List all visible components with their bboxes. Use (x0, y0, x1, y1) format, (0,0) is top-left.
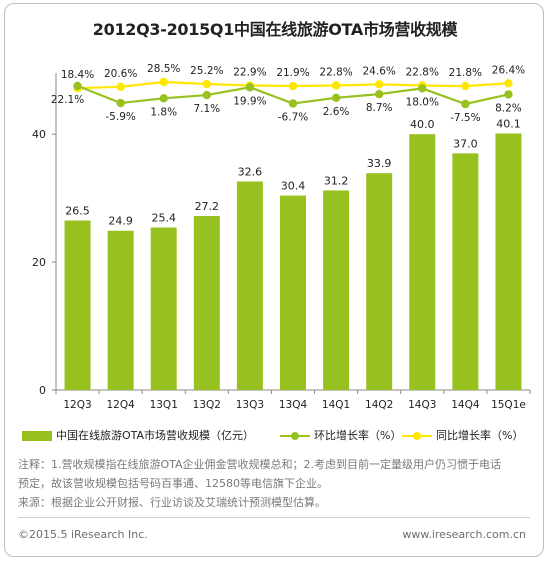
x-tick-label: 12Q4 (106, 399, 135, 411)
qoq-data-label: 18.0% (406, 96, 439, 108)
qoq-data-label: 7.1% (193, 103, 220, 115)
x-tick-label: 13Q3 (236, 399, 264, 411)
revenue-bar (366, 173, 393, 390)
legend-label-yoy: 同比增长率（%） (436, 429, 524, 442)
y-tick-label: 40 (32, 128, 46, 141)
qoq-data-label: 8.7% (366, 102, 393, 114)
yoy-data-label: 25.2% (190, 65, 223, 77)
legend-swatch-revenue (22, 431, 52, 441)
revenue-data-label: 33.9 (367, 157, 392, 170)
chart-legend: 中国在线旅游OTA市场营收规模（亿元） 环比增长率（%） 同比增长率（%） (22, 427, 542, 445)
revenue-data-label: 26.5 (65, 205, 90, 218)
yoy-data-label: 20.6% (104, 68, 137, 80)
qoq-point (245, 83, 255, 92)
revenue-data-label: 40.1 (496, 118, 521, 131)
qoq-point (288, 99, 298, 108)
revenue-bar (150, 227, 177, 390)
yoy-point (116, 82, 125, 92)
website-url: www.iresearch.com.cn (402, 528, 526, 541)
legend-swatch-qoq-marker (291, 432, 299, 440)
yoy-data-label: 22.8% (319, 66, 352, 78)
yoy-point (159, 77, 168, 87)
qoq-data-label: 8.2% (495, 102, 522, 114)
x-tick-label: 14Q3 (408, 399, 436, 411)
qoq-point (418, 84, 427, 93)
qoq-data-label: 19.9% (233, 95, 266, 107)
x-tick-label: 13Q1 (150, 399, 178, 411)
yoy-data-label: 24.6% (363, 65, 396, 77)
x-tick-label: 14Q2 (365, 399, 393, 411)
qoq-point (159, 94, 168, 103)
x-tick-label: 13Q2 (193, 399, 221, 411)
yoy-point (374, 80, 384, 89)
revenue-data-label: 31.2 (324, 174, 349, 187)
revenue-bar (452, 153, 479, 390)
revenue-bar (409, 134, 436, 390)
x-tick-label: 13Q4 (279, 399, 308, 411)
yoy-data-label: 21.9% (276, 67, 309, 79)
revenue-bar (323, 190, 350, 390)
yoy-data-label: 18.4% (61, 69, 94, 81)
qoq-data-label: -6.7% (278, 112, 308, 124)
qoq-data-label: -5.9% (105, 111, 135, 123)
qoq-point (461, 99, 470, 109)
revenue-bar (193, 216, 220, 390)
source-note: 来源：根据企业公开财报、行业访谈及艾瑞统计预测模型估算。 (18, 496, 326, 509)
revenue-bar (107, 230, 134, 390)
x-tick-label: 12Q3 (63, 399, 91, 411)
qoq-data-label: 1.8% (150, 106, 177, 118)
revenue-bar (495, 133, 522, 390)
revenue-data-label: 37.0 (453, 137, 478, 150)
qoq-data-label: -7.5% (450, 112, 480, 124)
revenue-bar (64, 220, 91, 390)
x-tick-label: 14Q4 (451, 399, 480, 411)
note-line-2: 预定，故该营收规模包括号码百事通、12580等电信旗下企业。 (18, 477, 328, 490)
footer-divider (18, 517, 530, 518)
yoy-data-label: 28.5% (147, 63, 180, 75)
x-tick-label: 15Q1e (491, 399, 526, 411)
qoq-point (116, 98, 125, 108)
yoy-point (461, 81, 470, 91)
revenue-data-label: 30.4 (281, 180, 306, 193)
legend-swatch-yoy-marker (413, 432, 421, 440)
revenue-data-label: 25.4 (151, 212, 176, 225)
revenue-bar (280, 195, 306, 390)
revenue-data-label: 40.0 (410, 118, 435, 131)
yoy-data-label: 22.9% (233, 66, 266, 78)
revenue-bar (236, 181, 263, 390)
qoq-point (504, 90, 513, 99)
qoq-point (202, 90, 212, 100)
revenue-data-label: 32.6 (238, 165, 263, 178)
yoy-data-label: 21.8% (449, 67, 482, 79)
chart-plot: 0 20 40 26.5 24.9 25.4 27.2 32.6 30.4 31.2 33.9 40.… (32, 63, 531, 411)
notes: 注释：1.营收规模指在线旅游OTA企业佣金营收规模总和；2.考虑到目前一定量级用… (18, 455, 533, 512)
qoq-data-label: 22.1% (51, 94, 84, 106)
qoq-point (374, 89, 384, 99)
y-tick-label: 0 (39, 384, 46, 397)
legend-label-qoq: 环比增长率（%） (314, 429, 402, 442)
qoq-point (73, 81, 82, 91)
copyright: ©2015.5 iResearch Inc. (18, 528, 148, 541)
qoq-data-label: 2.6% (323, 106, 350, 118)
revenue-data-label: 27.2 (195, 200, 220, 213)
yoy-data-label: 26.4% (492, 64, 525, 76)
y-tick-label: 20 (32, 256, 46, 269)
yoy-point (202, 79, 212, 89)
chart-title: 2012Q3-2015Q1中国在线旅游OTA市场营收规模 (92, 20, 458, 39)
x-tick-label: 14Q1 (322, 399, 350, 411)
qoq-point (331, 93, 341, 103)
yoy-point (331, 81, 341, 90)
legend-label-revenue: 中国在线旅游OTA市场营收规模（亿元） (56, 429, 255, 442)
note-line-1: 注释：1.营收规模指在线旅游OTA企业佣金营收规模总和；2.考虑到目前一定量级用… (18, 458, 502, 471)
yoy-point (288, 81, 298, 91)
yoy-data-label: 22.8% (406, 66, 439, 78)
revenue-data-label: 24.9 (108, 215, 133, 228)
yoy-point (504, 79, 513, 88)
